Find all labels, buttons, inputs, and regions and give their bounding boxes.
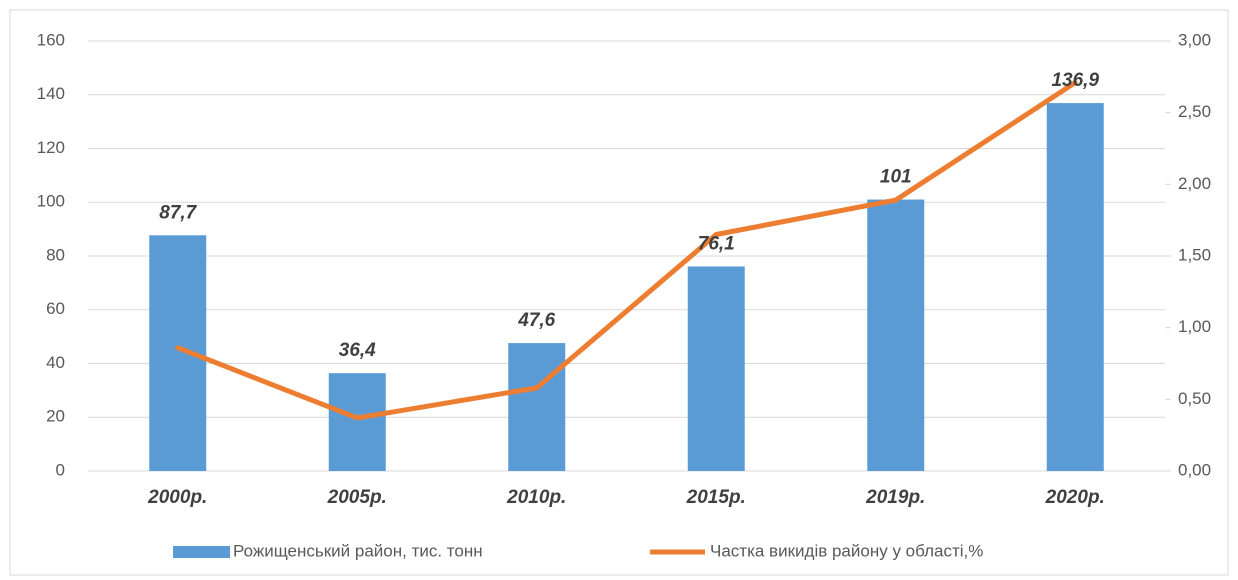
- line: [175, 80, 1078, 421]
- y-tick-label: 0: [56, 460, 65, 479]
- x-tick-label: 2015р.: [686, 487, 746, 508]
- x-tick-label: 2010р.: [506, 487, 566, 508]
- value-label: 36,4: [339, 340, 376, 361]
- value-label: 87,7: [159, 202, 197, 223]
- y2-tick-label: 0,50: [1178, 389, 1211, 408]
- bar: [328, 373, 386, 471]
- legend-label: Частка викидів району у області,%: [710, 541, 983, 560]
- bar: [867, 199, 925, 471]
- value-label: 136,9: [1051, 70, 1099, 91]
- y-tick-label: 140: [37, 84, 65, 103]
- legend-swatch: [173, 546, 230, 558]
- bar: [508, 343, 566, 471]
- y-tick-label: 160: [37, 30, 65, 49]
- x-tick-label: 2019р.: [865, 487, 925, 508]
- chart-frame: [9, 9, 1229, 576]
- value-label: 76,1: [698, 233, 735, 254]
- y-tick-label: 100: [37, 192, 65, 211]
- legend-label: Рожищенський район, тис. тонн: [233, 541, 483, 560]
- y2-tick-label: 1,50: [1178, 245, 1211, 264]
- bar: [1046, 103, 1104, 472]
- y-tick-label: 60: [46, 299, 65, 318]
- y2-tick-label: 1,00: [1178, 317, 1211, 336]
- bar: [687, 266, 745, 471]
- x-tick-label: 2000р.: [147, 487, 207, 508]
- y-tick-label: 40: [46, 353, 65, 372]
- value-label: 101: [880, 167, 912, 188]
- y-tick-label: 80: [46, 245, 65, 264]
- y2-tick-label: 0,00: [1178, 460, 1211, 479]
- x-tick-label: 2020р.: [1045, 487, 1105, 508]
- y2-tick-label: 3,00: [1178, 30, 1211, 49]
- y-tick-label: 20: [46, 407, 65, 426]
- x-tick-label: 2005р.: [327, 487, 387, 508]
- y-tick-label: 120: [37, 138, 65, 157]
- value-label: 47,6: [517, 310, 555, 331]
- y2-tick-label: 2,00: [1178, 174, 1211, 193]
- y2-tick-label: 2,50: [1178, 102, 1211, 121]
